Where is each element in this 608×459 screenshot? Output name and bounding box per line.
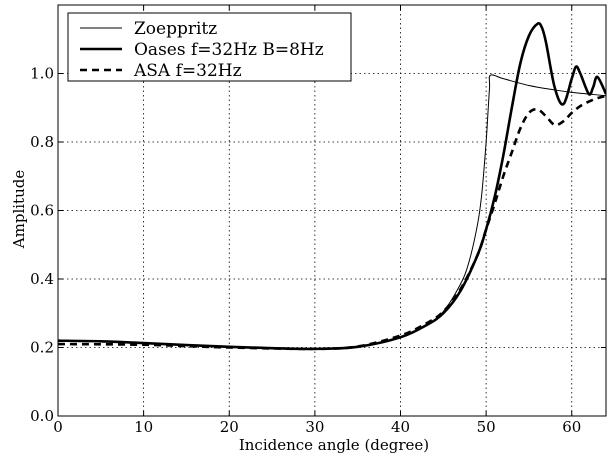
x-tick-label: 10	[134, 418, 153, 436]
y-tick-label: 0.8	[30, 133, 54, 151]
x-tick-label: 30	[305, 418, 324, 436]
x-tick-label: 60	[562, 418, 581, 436]
x-tick-label: 50	[477, 418, 496, 436]
y-tick-label: 0.0	[30, 407, 54, 425]
series-line-oases	[58, 22, 606, 351]
x-tick-label: 40	[391, 418, 410, 436]
y-tick-label: 1.0	[30, 65, 54, 83]
x-tick-label: 20	[220, 418, 239, 436]
series-line-zoeppritz	[58, 74, 606, 350]
y-axis-label: Amplitude	[10, 170, 28, 250]
y-tick-label: 0.2	[30, 339, 54, 357]
legend-box	[67, 12, 352, 82]
legend-label-zoeppritz: Zoeppritz	[134, 19, 217, 39]
legend: Zoeppritz Oases f=32Hz B=8Hz ASA f=32Hz	[67, 12, 352, 82]
x-axis-label: Incidence angle (degree)	[239, 436, 429, 454]
y-tick-label: 0.6	[30, 202, 54, 220]
axis-ticks: 0 10 20 30 40 50 60 0.0 0.2 0.4 0.6 0.8 1.0	[30, 5, 606, 436]
legend-label-asa: ASA f=32Hz	[133, 61, 242, 81]
y-tick-label: 0.4	[30, 270, 54, 288]
series-line-asa	[58, 94, 606, 351]
x-tick-label: 0	[53, 418, 63, 436]
series-lines	[58, 22, 606, 351]
plot-frame	[57, 4, 607, 417]
legend-label-oases: Oases f=32Hz B=8Hz	[134, 40, 324, 60]
